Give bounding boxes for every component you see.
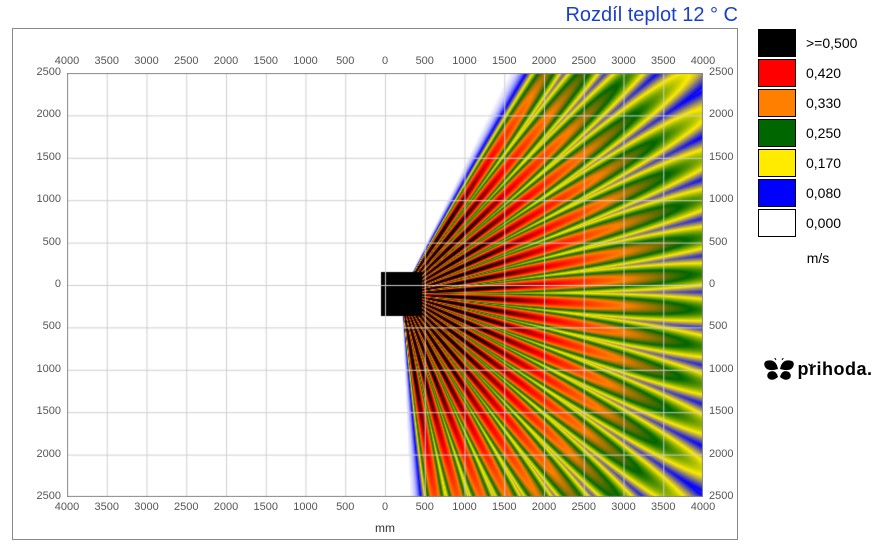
brand-logo: prihodaˇ. [758,358,878,384]
x-tick-label: 2000 [524,501,564,513]
y-tick-label: 2000 [709,108,749,120]
legend-label: 0,000 [806,215,841,231]
legend-swatch [758,149,796,177]
color-legend: >=0,500 0,420 0,330 0,250 0,170 0,080 0,000 m/… [758,28,878,266]
y-tick-label: 500 [21,236,61,248]
y-tick-label: 0 [709,278,749,290]
legend-swatch [758,209,796,237]
y-tick-label: 0 [21,278,61,290]
x-tick-label: 3500 [87,501,127,513]
x-tick-label: 1000 [286,55,326,67]
legend-row: >=0,500 [758,28,878,58]
legend-row: 0,080 [758,178,878,208]
page-root: Rozdíl teplot 12 ° C 4000350030002500200… [0,0,886,550]
legend-swatch [758,29,796,57]
y-tick-label: 1000 [709,363,749,375]
legend-row: 0,000 [758,208,878,238]
x-tick-label: 1500 [484,501,524,513]
x-tick-label: 500 [325,55,365,67]
legend-swatch [758,89,796,117]
y-tick-label: 1000 [21,363,61,375]
x-tick-label: 3000 [604,55,644,67]
y-tick-label: 1500 [21,405,61,417]
legend-row: 0,170 [758,148,878,178]
x-tick-label: 2500 [564,501,604,513]
y-tick-label: 2000 [21,108,61,120]
y-tick-label: 2500 [709,490,749,502]
legend-label: 0,170 [806,155,841,171]
x-tick-label: 4000 [683,501,723,513]
x-tick-label: 500 [325,501,365,513]
legend-swatch [758,179,796,207]
legend-unit: m/s [758,250,878,266]
brand-text: prihodaˇ. [797,359,872,379]
x-tick-label: 1000 [286,501,326,513]
y-tick-label: 2500 [21,66,61,78]
y-tick-label: 1000 [21,193,61,205]
chart-panel: 4000350030002500200015001000500050010001… [12,28,738,540]
legend-label: 0,250 [806,125,841,141]
legend-swatch [758,59,796,87]
y-tick-label: 500 [21,320,61,332]
x-tick-label: 2000 [524,55,564,67]
x-tick-label: 1500 [246,501,286,513]
x-tick-label: 3500 [643,501,683,513]
y-tick-label: 2500 [21,490,61,502]
y-tick-label: 1000 [709,193,749,205]
y-tick-label: 2500 [709,66,749,78]
page-title: Rozdíl teplot 12 ° C [0,4,738,27]
y-tick-label: 500 [709,320,749,332]
y-tick-label: 2000 [709,448,749,460]
legend-swatch [758,119,796,147]
y-tick-label: 1500 [709,405,749,417]
y-tick-label: 1500 [709,151,749,163]
y-tick-label: 2000 [21,448,61,460]
butterfly-icon [763,358,795,384]
x-tick-label: 3500 [87,55,127,67]
legend-row: 0,250 [758,118,878,148]
x-tick-label: 3000 [604,501,644,513]
legend-label: 0,330 [806,95,841,111]
x-axis-label: mm [67,521,703,535]
x-tick-label: 0 [365,55,405,67]
x-tick-label: 1500 [246,55,286,67]
x-tick-label: 500 [405,501,445,513]
y-tick-label: 1500 [21,151,61,163]
x-tick-label: 1500 [484,55,524,67]
x-tick-label: 2500 [166,55,206,67]
x-tick-label: 2500 [564,55,604,67]
legend-row: 0,330 [758,88,878,118]
x-tick-label: 500 [405,55,445,67]
x-tick-label: 1000 [445,501,485,513]
x-tick-label: 2000 [206,55,246,67]
x-tick-label: 4000 [47,501,87,513]
legend-label: 0,080 [806,185,841,201]
x-tick-label: 2000 [206,501,246,513]
legend-row: 0,420 [758,58,878,88]
y-tick-label: 500 [709,236,749,248]
x-tick-label: 2500 [166,501,206,513]
legend-label: 0,420 [806,65,841,81]
x-tick-label: 0 [365,501,405,513]
x-tick-label: 3000 [127,501,167,513]
legend-label: >=0,500 [806,35,857,51]
heatmap-plot [67,73,703,497]
x-tick-label: 3500 [643,55,683,67]
grid-canvas [67,73,703,497]
x-tick-label: 1000 [445,55,485,67]
x-tick-label: 3000 [127,55,167,67]
